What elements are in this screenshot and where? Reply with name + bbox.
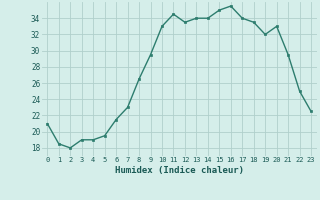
X-axis label: Humidex (Indice chaleur): Humidex (Indice chaleur) [115,166,244,175]
